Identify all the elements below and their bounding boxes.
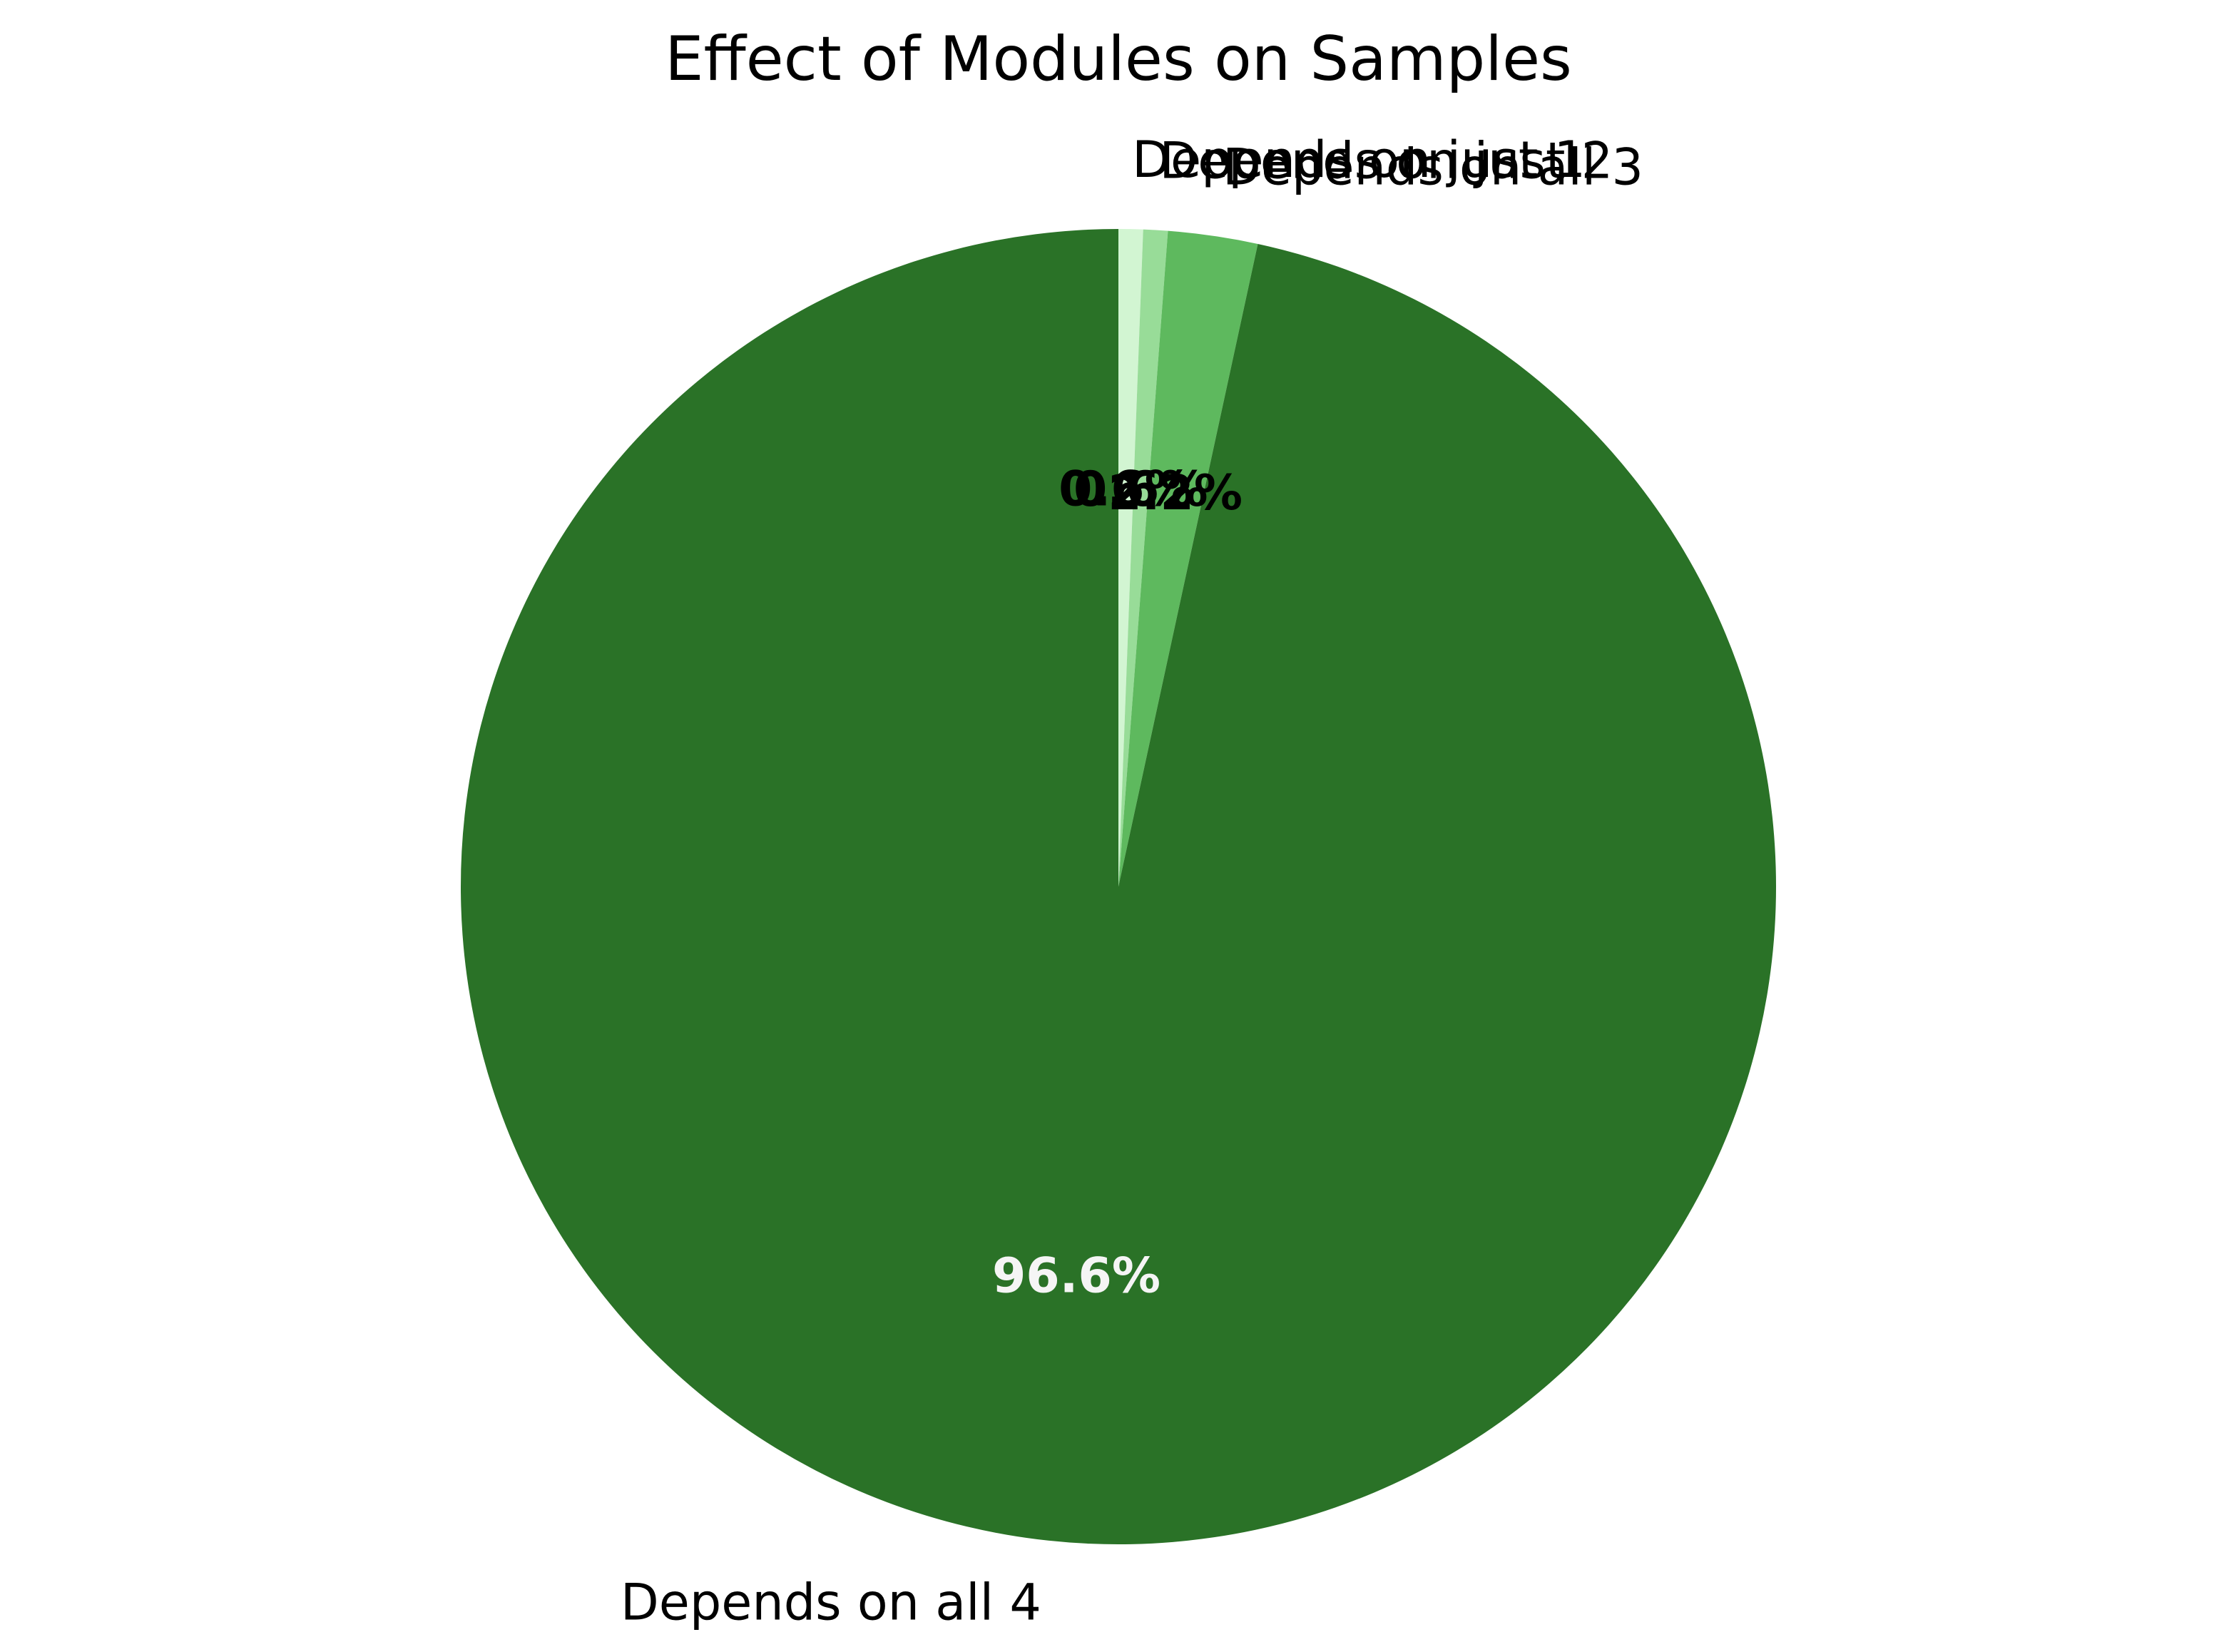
slice-label-depends-on-just-1: Depends on just 1 — [1132, 131, 1586, 189]
percent-label-depends-on-all-4: 96.6% — [992, 1248, 1160, 1305]
slice-label-depends-on-all-4: Depends on all 4 — [621, 1573, 1041, 1631]
percent-label-depends-on-all-3: 2.2% — [1108, 465, 1243, 521]
chart-title: Effect of Modules on Samples — [665, 24, 1572, 95]
pie-slices — [461, 229, 1777, 1544]
percent-labels: 0.6%0.6%2.2% 96.6% — [992, 461, 1243, 1304]
slice-label-depends-on-just-2: Depends on just 2 — [1159, 131, 1613, 190]
slice-label-depends-on-all-3: Depends on all 3 — [1223, 138, 1643, 196]
pie-slice-depends-on-all-3 — [1118, 230, 1258, 887]
percent-label-depends-on-just-2: 0.6% — [1073, 462, 1208, 518]
percent-label-depends-on-just-1: 0.6% — [1059, 461, 1193, 517]
pie-slice-depends-on-just-2 — [1118, 229, 1168, 887]
pie-slice-depends-on-just-1 — [1118, 229, 1143, 887]
pie-slice-depends-on-all-4 — [461, 229, 1777, 1544]
